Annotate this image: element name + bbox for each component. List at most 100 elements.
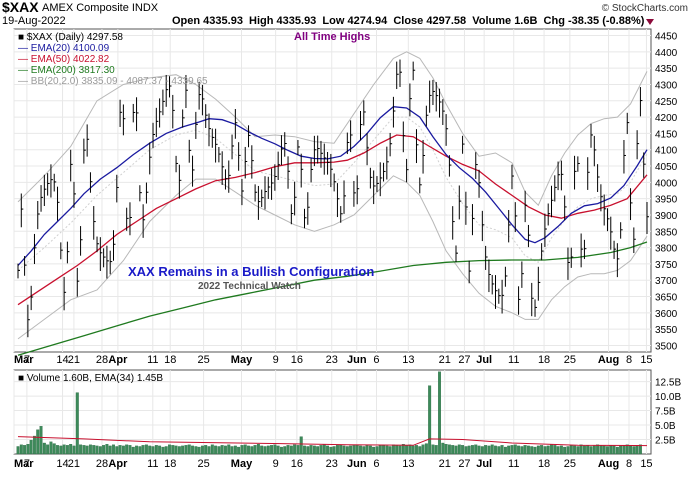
x-tick-label: 23: [326, 458, 338, 470]
watermark: © StockCharts.com: [601, 3, 688, 14]
volume-bar: [329, 446, 333, 455]
volume-bar: [75, 392, 79, 455]
volume-bar: [615, 446, 619, 455]
volume-bar: [546, 445, 550, 455]
volume-bar: [405, 445, 409, 455]
volume-bar: [174, 445, 178, 455]
volume-bar: [144, 444, 148, 455]
volume-bar: [243, 444, 247, 455]
volume-bar: [411, 445, 415, 455]
volume-bar: [65, 445, 69, 455]
volume-bar: [602, 445, 606, 455]
volume-bar: [42, 442, 46, 455]
x-tick-label: 14: [56, 354, 68, 366]
volume-bar: [260, 445, 264, 455]
volume-bar: [339, 444, 343, 455]
volume-bar: [164, 446, 168, 455]
x-tick-label: 21: [439, 354, 451, 366]
y-tick-label: 4100: [655, 146, 678, 157]
volume-bar: [230, 446, 234, 455]
volume-bar: [326, 445, 330, 455]
x-tick-label: 15: [640, 458, 652, 470]
volume-bar: [29, 439, 33, 455]
volume-bar: [454, 445, 458, 455]
volume-bar: [497, 446, 501, 455]
volume-bar: [388, 446, 392, 455]
volume-bar: [579, 444, 583, 455]
volume-bar: [365, 445, 369, 455]
volume-bar: [112, 444, 115, 455]
volume-bar: [309, 445, 313, 455]
x-tick-label: Jun: [347, 354, 367, 366]
volume-bar: [312, 445, 316, 455]
x-tick-label: 18: [164, 458, 176, 470]
volume-legend: ■ Volume 1.60B, EMA(34) 1.45B: [18, 373, 163, 384]
x-tick-label: 15: [640, 354, 652, 366]
volume-bar: [464, 446, 468, 455]
x-tick-label: May: [231, 354, 253, 366]
volume-bar: [533, 446, 537, 455]
volume-bar: [553, 445, 557, 455]
volume-bar: [181, 445, 185, 455]
volume-bar: [503, 446, 507, 455]
x-tick-label: May: [231, 458, 253, 470]
volume-bar: [586, 445, 590, 455]
y-tick-label: 3850: [655, 227, 678, 238]
volume-bar: [428, 385, 432, 455]
volume-bar: [240, 445, 244, 455]
volume-bar: [46, 444, 50, 455]
volume-bar: [237, 446, 241, 455]
volume-bar: [227, 444, 231, 455]
chg-dropdown-icon[interactable]: [646, 19, 654, 25]
legend-entry: — EMA(20) 4100.09: [18, 43, 110, 54]
volume-bar: [158, 445, 162, 455]
volume-tick-label: 12.5B: [655, 378, 681, 389]
volume-bar: [200, 445, 204, 455]
x-tick-label: Apr: [108, 354, 128, 366]
volume-bar: [550, 444, 553, 455]
y-tick-label: 4400: [655, 48, 678, 59]
volume-bar: [92, 445, 96, 455]
volume-bar: [342, 445, 346, 455]
volume-bar: [424, 443, 428, 455]
volume-bar: [128, 445, 132, 455]
volume-bar: [372, 446, 376, 455]
volume-bar: [540, 445, 544, 455]
x-tick-label: 14: [56, 458, 68, 470]
x-tick-label: 11: [147, 354, 158, 366]
volume-bar: [520, 446, 524, 455]
x-tick-label: 13: [402, 354, 414, 366]
volume-bar: [523, 445, 527, 455]
volume-bar: [125, 444, 129, 455]
x-tick-label: Jul: [476, 354, 492, 366]
volume-bar: [589, 446, 593, 455]
volume-bar: [151, 446, 155, 455]
volume-bar: [638, 444, 642, 455]
volume-bar: [250, 446, 254, 455]
volume-bar: [494, 445, 497, 455]
volume-bar: [635, 445, 639, 455]
volume-bar: [619, 445, 623, 455]
y-tick-label: 3700: [655, 276, 678, 287]
volume-bar: [39, 426, 43, 455]
annotation-config-title: XAX Remains in a Bullish Configuration: [128, 264, 374, 279]
volume-bar: [26, 444, 30, 455]
volume-bar: [632, 446, 636, 455]
volume-bar: [530, 446, 534, 455]
volume-bar: [368, 445, 372, 455]
volume-bar: [332, 446, 336, 455]
volume-bar: [273, 444, 277, 455]
volume-bar: [418, 446, 422, 455]
volume-bar: [408, 444, 412, 455]
volume-bar: [316, 446, 320, 455]
x-tick-label: 13: [402, 458, 414, 470]
y-tick-label: 3750: [655, 260, 678, 271]
annotation-config-subtitle: 2022 Technical Watch: [198, 281, 301, 292]
y-tick-label: 3550: [655, 325, 678, 336]
volume-bar: [194, 446, 198, 455]
volume-bar: [224, 445, 227, 455]
x-tick-label: 16: [291, 458, 303, 470]
y-tick-label: 4000: [655, 178, 678, 189]
x-tick-label: 28: [96, 458, 108, 470]
